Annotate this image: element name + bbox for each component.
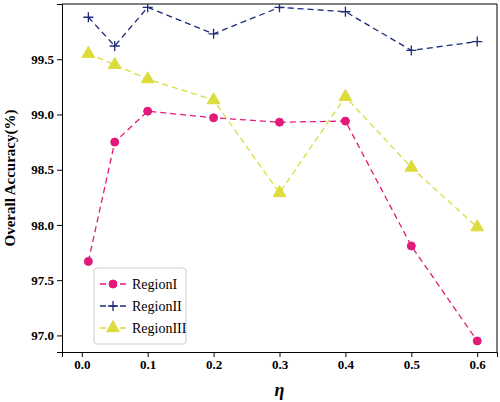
- data-point: [275, 4, 285, 12]
- y-tick-mark: [57, 280, 62, 281]
- x-tick: 0.3: [272, 352, 289, 372]
- data-point: [405, 160, 418, 171]
- legend: RegionI RegionII RegionIII: [94, 268, 187, 344]
- legend-item: RegionII: [100, 299, 182, 314]
- series-line: [88, 7, 477, 50]
- x-tick-label: 0.6: [470, 357, 487, 372]
- plot: 0.0 0.1 0.2 0.3 0.4 0.5 0.6 97.0 97.5 98.0 98.5 99.…: [31, 2, 497, 372]
- data-point: [472, 37, 482, 47]
- data-point: [273, 186, 286, 197]
- data-point: [276, 118, 284, 126]
- x-tick-label: 0.1: [140, 357, 156, 372]
- y-tick-mark: [57, 114, 62, 115]
- legend-label: RegionIII: [132, 321, 187, 336]
- legend-marker: [109, 280, 117, 288]
- y-axis: 97.0 97.5 98.0 98.5 99.0 99.5: [31, 5, 62, 353]
- x-tick-label: 0.3: [272, 357, 289, 372]
- data-point: [111, 138, 119, 146]
- y-axis-title: Overall Accuracy(%): [2, 109, 19, 246]
- data-point: [341, 117, 349, 125]
- y-tick: 99.5: [31, 52, 62, 67]
- data-point: [406, 45, 416, 55]
- x-tick: 0.6: [470, 352, 487, 372]
- x-tick-label: 0.4: [338, 357, 355, 372]
- x-tick: 0.4: [338, 352, 355, 372]
- x-tick-label: 0.0: [74, 357, 90, 372]
- legend-box: [94, 268, 186, 344]
- data-point: [473, 337, 481, 345]
- series-line: [88, 54, 477, 227]
- data-point: [207, 93, 220, 104]
- y-tick-label: 99.0: [31, 107, 54, 122]
- frame: [497, 4, 498, 352]
- y-tick-label: 98.5: [31, 162, 54, 177]
- y-tick-mark: [57, 170, 62, 171]
- y-tick: 98.0: [31, 218, 62, 233]
- data-point: [143, 4, 153, 12]
- x-tick: 0.0: [74, 352, 90, 372]
- x-axis: 0.0 0.1 0.2 0.3 0.4 0.5 0.6: [63, 352, 498, 372]
- y-tick: 97.5: [31, 273, 62, 288]
- legend-marker: [108, 301, 118, 311]
- y-tick: 98.5: [31, 162, 62, 177]
- x-tick: 0.2: [206, 352, 222, 372]
- data-point: [407, 242, 415, 250]
- data-point: [210, 114, 218, 122]
- x-tick: 0.1: [140, 352, 156, 372]
- y-tick: 99.0: [31, 107, 62, 122]
- y-tick: 97.0: [31, 328, 62, 343]
- legend-label: RegionII: [132, 299, 182, 314]
- data-point: [471, 220, 484, 231]
- data-point: [339, 89, 352, 100]
- series-line: [88, 111, 477, 341]
- data-point: [108, 57, 121, 68]
- data: [82, 4, 484, 345]
- chart: 0.0 0.1 0.2 0.3 0.4 0.5 0.6 97.0 97.5 98.0 98.5 99.…: [0, 0, 500, 402]
- x-axis-title: η: [275, 380, 285, 400]
- data-point: [340, 7, 350, 17]
- legend-item: RegionIII: [100, 321, 187, 336]
- y-tick-mark: [57, 335, 62, 336]
- data-point: [209, 29, 219, 39]
- data-point: [141, 72, 154, 83]
- y-tick-label: 98.0: [31, 218, 54, 233]
- data-point: [83, 12, 93, 22]
- y-axis-line: [57, 5, 63, 353]
- y-tick-mark: [57, 225, 62, 226]
- legend-marker: [107, 321, 120, 332]
- data-point: [110, 41, 120, 51]
- x-tick-label: 0.2: [206, 357, 222, 372]
- data-point: [144, 107, 152, 115]
- data-point: [82, 46, 95, 57]
- y-tick-mark: [57, 59, 62, 60]
- legend-label: RegionI: [132, 277, 177, 292]
- legend-item: RegionI: [100, 277, 177, 292]
- data-point: [84, 257, 92, 265]
- x-tick-label: 0.5: [404, 357, 421, 372]
- y-tick-label: 97.0: [31, 328, 54, 343]
- x-tick: 0.5: [404, 352, 421, 372]
- y-tick-label: 99.5: [31, 52, 54, 67]
- y-tick-label: 97.5: [31, 273, 54, 288]
